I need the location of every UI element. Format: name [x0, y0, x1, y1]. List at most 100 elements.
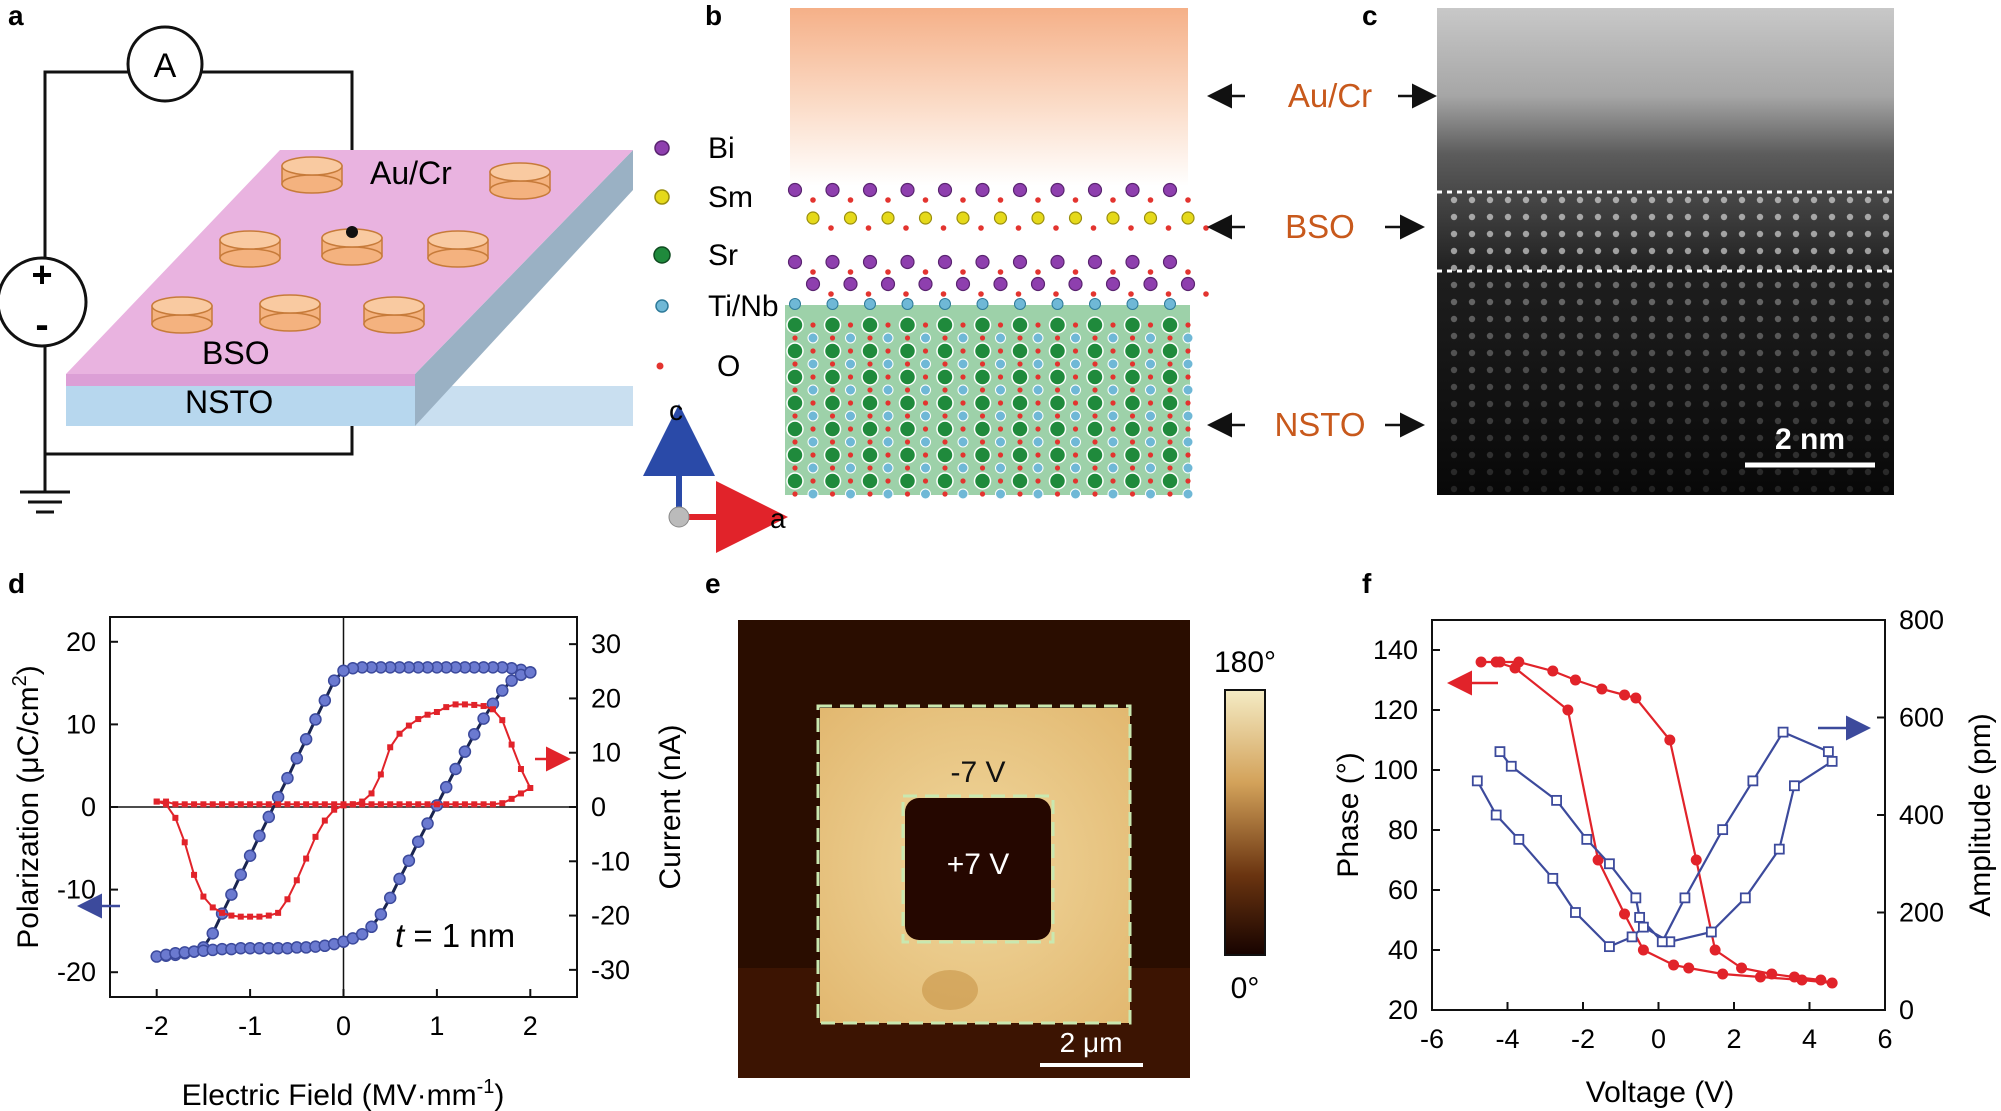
data-point-current	[508, 741, 515, 748]
atom-sr	[898, 394, 917, 412]
atom-o	[847, 478, 854, 484]
stem-micrograph	[1437, 8, 1894, 495]
pfm-written-region-inner	[905, 798, 1051, 940]
atom-o	[1017, 413, 1023, 419]
atom-o	[1092, 439, 1098, 445]
atom-tinb	[1070, 358, 1081, 370]
data-point-amplitude	[1705, 926, 1717, 938]
legend-sm-icon	[654, 189, 670, 205]
data-point-amplitude	[1513, 833, 1525, 845]
ytick-label: 120	[1373, 695, 1418, 725]
atom-o	[847, 426, 854, 432]
atom-tinb	[1032, 410, 1044, 422]
panel-a-schematic: A + - Au/Cr BSO NSTO	[0, 25, 633, 514]
label-plus-7v: +7 V	[947, 848, 1010, 881]
atom-bi	[1087, 254, 1103, 270]
xtick-label: -2	[1571, 1024, 1595, 1054]
outer-write-box	[816, 704, 1132, 1025]
atom-o	[1090, 291, 1097, 297]
atom-tinb	[957, 410, 969, 422]
panel-e-pfm: -7 V +7 V 2 μm 180° 0°	[738, 620, 1276, 1078]
atom-o	[829, 439, 836, 445]
atom-sm	[1031, 211, 1045, 225]
atom-bi	[825, 254, 840, 270]
atom-sr	[1048, 420, 1067, 438]
atom-bi	[1105, 276, 1121, 292]
data-point-polarization	[243, 849, 257, 862]
atom-sr	[1048, 394, 1067, 412]
atom-o	[978, 291, 984, 297]
atom-o	[867, 465, 873, 471]
atom-o	[847, 197, 854, 203]
atom-o	[1053, 225, 1059, 231]
atom-bi	[787, 254, 803, 270]
data-point-current	[256, 801, 263, 808]
atom-bi	[1162, 254, 1178, 270]
atom-tinb	[901, 298, 914, 310]
series-group-f	[1471, 656, 1838, 989]
data-point-current	[368, 801, 375, 808]
atom-o	[792, 387, 798, 393]
atom-o	[979, 439, 986, 445]
data-point-polarization	[393, 872, 406, 886]
circuit-wire-top-left	[43, 70, 128, 258]
data-point-current	[321, 817, 328, 824]
ytick-label: 0	[81, 792, 96, 822]
atom-o	[810, 426, 816, 432]
atom-o	[922, 400, 929, 406]
atom-o	[940, 225, 947, 231]
atom-sr	[1011, 394, 1029, 412]
data-point-current	[219, 909, 226, 916]
ytick-right-label: 200	[1899, 898, 1944, 928]
atom-sr	[1086, 316, 1104, 334]
atom-tinb	[882, 358, 894, 370]
data-point-phase	[1630, 692, 1642, 704]
atom-o	[847, 400, 854, 406]
xtick-label: 2	[1726, 1024, 1741, 1054]
atom-o	[867, 387, 873, 393]
atom-o	[829, 465, 836, 471]
atom-tinb	[807, 488, 819, 500]
data-point-current	[200, 801, 207, 808]
atom-tinb	[995, 384, 1006, 396]
atom-o	[792, 413, 798, 419]
data-point-amplitude	[1638, 921, 1649, 933]
atom-bi	[825, 182, 840, 198]
data-point-current	[181, 801, 188, 808]
data-point-polarization	[411, 835, 425, 848]
data-point-current	[293, 801, 300, 808]
data-point-polarization	[496, 684, 509, 697]
atom-tinb	[864, 298, 876, 310]
atom-o	[1185, 269, 1191, 275]
atom-o	[997, 400, 1004, 406]
atom-tinb	[957, 384, 969, 396]
atom-tinb	[920, 332, 931, 344]
atom-o	[1017, 491, 1023, 497]
atom-tinb	[1182, 410, 1194, 422]
data-point-amplitude	[1634, 911, 1646, 923]
probe-contact	[346, 226, 358, 238]
atom-tinb	[845, 384, 856, 396]
atom-o	[865, 291, 872, 297]
ytick-label: 10	[66, 709, 96, 739]
atom-o	[810, 452, 816, 458]
atom-o	[903, 225, 909, 231]
atom-o	[1092, 491, 1098, 497]
atom-sr	[1123, 446, 1142, 464]
atom-bi	[900, 254, 915, 270]
data-point-current	[247, 913, 254, 920]
atom-sr	[1086, 394, 1104, 412]
atom-sr	[973, 472, 992, 490]
atom-o	[1035, 197, 1041, 203]
data-point-current	[471, 801, 478, 808]
legend-bi-icon	[654, 140, 670, 156]
legend-o-label: O	[717, 350, 740, 383]
data-point-current	[256, 913, 263, 920]
atom-tinb	[995, 410, 1006, 422]
xtick-label: -2	[145, 1011, 169, 1041]
atom-sr	[1123, 394, 1142, 412]
atom-sr	[786, 368, 804, 386]
atom-o	[867, 491, 873, 497]
atom-tinb	[957, 488, 969, 500]
atom-sr	[861, 368, 879, 386]
